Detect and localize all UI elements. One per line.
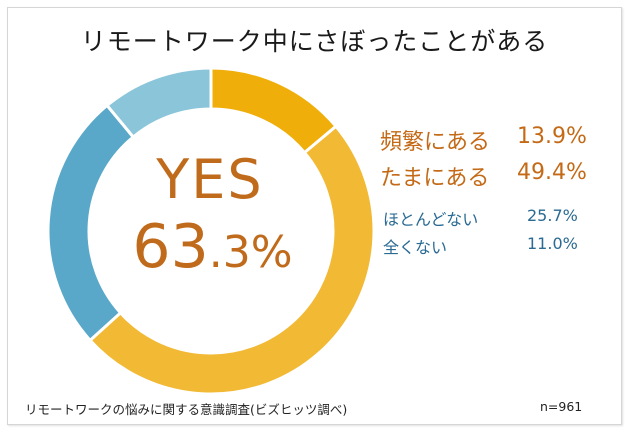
- legend-label-often: 頻繁にある: [380, 130, 491, 155]
- center-percentage-integer: 63: [132, 212, 209, 282]
- center-percentage: 63.3%: [105, 212, 320, 282]
- legend-value-rarely: 25.7%: [527, 206, 578, 225]
- legend-label-never: 全くない: [383, 238, 448, 257]
- chart-title: リモートワーク中にさぼったことがある: [80, 27, 549, 56]
- center-percentage-decimal: .3%: [208, 227, 293, 278]
- legend-value-often: 13.9%: [517, 124, 587, 149]
- legend-value-sometimes: 49.4%: [517, 160, 587, 185]
- legend-value-never: 11.0%: [527, 234, 578, 253]
- center-yes-label: YES: [156, 148, 264, 211]
- sample-size: n=961: [540, 399, 583, 414]
- donut-slice-often: [209, 66, 339, 155]
- donut-slice-never: [104, 66, 213, 140]
- legend-label-sometimes: たまにある: [380, 166, 490, 191]
- donut-slice-sometimes: [87, 124, 376, 396]
- legend-label-rarely: ほとんどない: [383, 210, 479, 229]
- source-note: リモートワークの悩みに関する意識調査(ビズヒッツ調べ): [25, 402, 348, 417]
